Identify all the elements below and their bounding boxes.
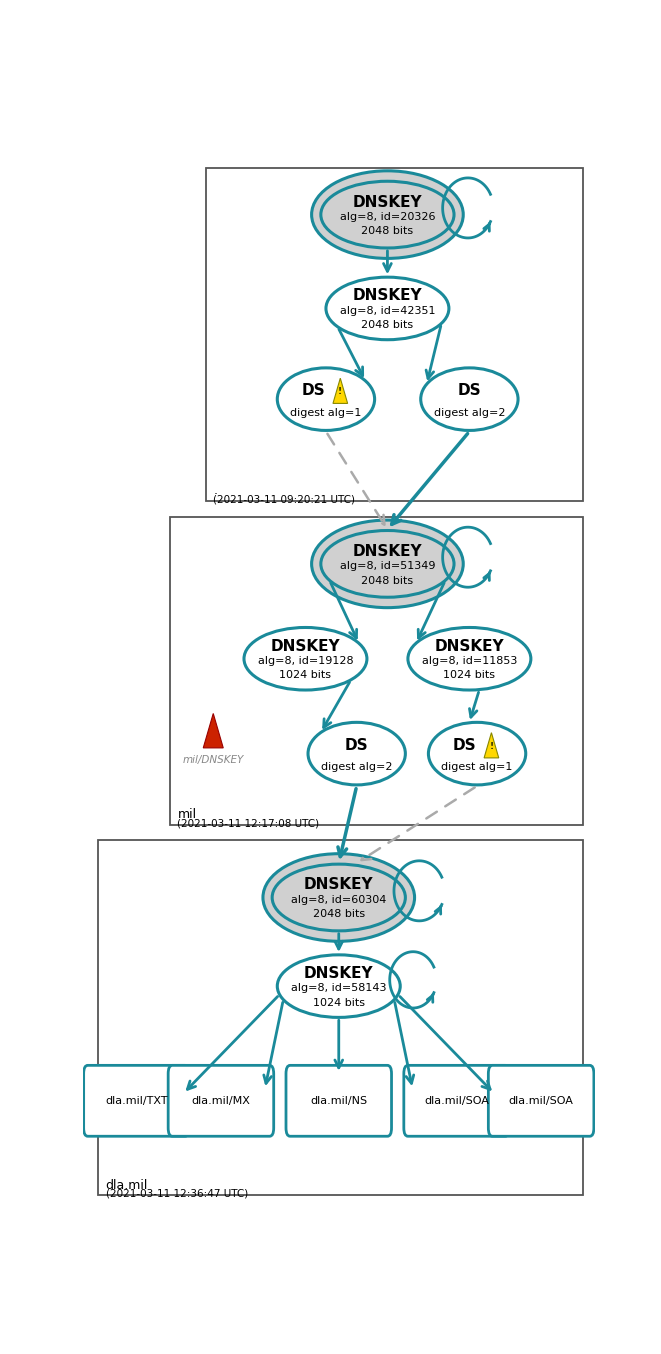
Text: DNSKEY: DNSKEY xyxy=(304,967,373,982)
Text: DS: DS xyxy=(453,738,476,753)
Text: alg=8, id=11853: alg=8, id=11853 xyxy=(422,655,517,666)
Ellipse shape xyxy=(311,171,463,259)
Polygon shape xyxy=(484,733,499,758)
Text: .: . xyxy=(214,485,217,497)
Text: alg=8, id=60304: alg=8, id=60304 xyxy=(291,895,387,904)
Polygon shape xyxy=(333,378,348,403)
Text: DNSKEY: DNSKEY xyxy=(434,639,504,654)
Text: dla.mil/TXT: dla.mil/TXT xyxy=(105,1095,168,1106)
Text: DS: DS xyxy=(345,738,368,753)
Ellipse shape xyxy=(263,854,414,941)
Text: (2021-03-11 09:20:21 UTC): (2021-03-11 09:20:21 UTC) xyxy=(214,494,355,505)
Ellipse shape xyxy=(308,722,405,785)
Text: 1024 bits: 1024 bits xyxy=(444,670,495,681)
Text: 2048 bits: 2048 bits xyxy=(313,909,365,919)
Text: DNSKEY: DNSKEY xyxy=(304,877,373,892)
Text: dla.mil: dla.mil xyxy=(106,1178,148,1192)
Ellipse shape xyxy=(311,520,463,608)
Ellipse shape xyxy=(428,722,525,785)
Bar xyxy=(98,839,582,1194)
Text: 2048 bits: 2048 bits xyxy=(362,226,414,237)
Text: DNSKEY: DNSKEY xyxy=(352,544,422,559)
Text: DS: DS xyxy=(301,383,325,398)
Text: alg=8, id=19128: alg=8, id=19128 xyxy=(258,655,353,666)
Text: dla.mil/NS: dla.mil/NS xyxy=(310,1095,368,1106)
Text: !: ! xyxy=(489,742,494,751)
Text: (2021-03-11 12:36:47 UTC): (2021-03-11 12:36:47 UTC) xyxy=(106,1189,248,1198)
Text: digest alg=1: digest alg=1 xyxy=(290,408,362,417)
Bar xyxy=(170,517,582,825)
Text: alg=8, id=20326: alg=8, id=20326 xyxy=(340,211,435,222)
Text: DNSKEY: DNSKEY xyxy=(352,288,422,303)
Text: DS: DS xyxy=(457,383,481,398)
Ellipse shape xyxy=(408,627,531,691)
Text: DNSKEY: DNSKEY xyxy=(270,639,340,654)
FancyBboxPatch shape xyxy=(168,1066,274,1136)
Text: dla.mil/MX: dla.mil/MX xyxy=(192,1095,251,1106)
Text: alg=8, id=51349: alg=8, id=51349 xyxy=(340,561,435,571)
Ellipse shape xyxy=(326,278,449,340)
FancyBboxPatch shape xyxy=(404,1066,510,1136)
Text: 2048 bits: 2048 bits xyxy=(362,320,414,330)
Text: dla.mil/SOA: dla.mil/SOA xyxy=(424,1095,489,1106)
Bar xyxy=(206,168,582,501)
Text: DNSKEY: DNSKEY xyxy=(352,195,422,210)
FancyBboxPatch shape xyxy=(488,1066,594,1136)
Ellipse shape xyxy=(420,368,518,431)
FancyBboxPatch shape xyxy=(286,1066,391,1136)
Text: alg=8, id=58143: alg=8, id=58143 xyxy=(291,983,387,994)
Ellipse shape xyxy=(321,181,454,248)
Text: digest alg=2: digest alg=2 xyxy=(434,408,505,417)
Text: 1024 bits: 1024 bits xyxy=(313,998,365,1007)
FancyBboxPatch shape xyxy=(84,1066,189,1136)
Ellipse shape xyxy=(278,955,401,1017)
Text: 1024 bits: 1024 bits xyxy=(280,670,331,681)
Ellipse shape xyxy=(321,531,454,597)
Text: mil/DNSKEY: mil/DNSKEY xyxy=(182,756,244,765)
Text: digest alg=2: digest alg=2 xyxy=(321,762,393,772)
Polygon shape xyxy=(204,714,223,747)
Ellipse shape xyxy=(277,368,375,431)
Text: mil: mil xyxy=(177,808,196,822)
Text: dla.mil/SOA: dla.mil/SOA xyxy=(509,1095,574,1106)
Ellipse shape xyxy=(244,627,367,691)
Ellipse shape xyxy=(272,864,405,930)
Text: digest alg=1: digest alg=1 xyxy=(442,762,513,772)
Text: (2021-03-11 12:17:08 UTC): (2021-03-11 12:17:08 UTC) xyxy=(177,819,319,829)
Text: !: ! xyxy=(338,387,342,397)
Text: alg=8, id=42351: alg=8, id=42351 xyxy=(340,306,435,315)
Text: 2048 bits: 2048 bits xyxy=(362,575,414,585)
